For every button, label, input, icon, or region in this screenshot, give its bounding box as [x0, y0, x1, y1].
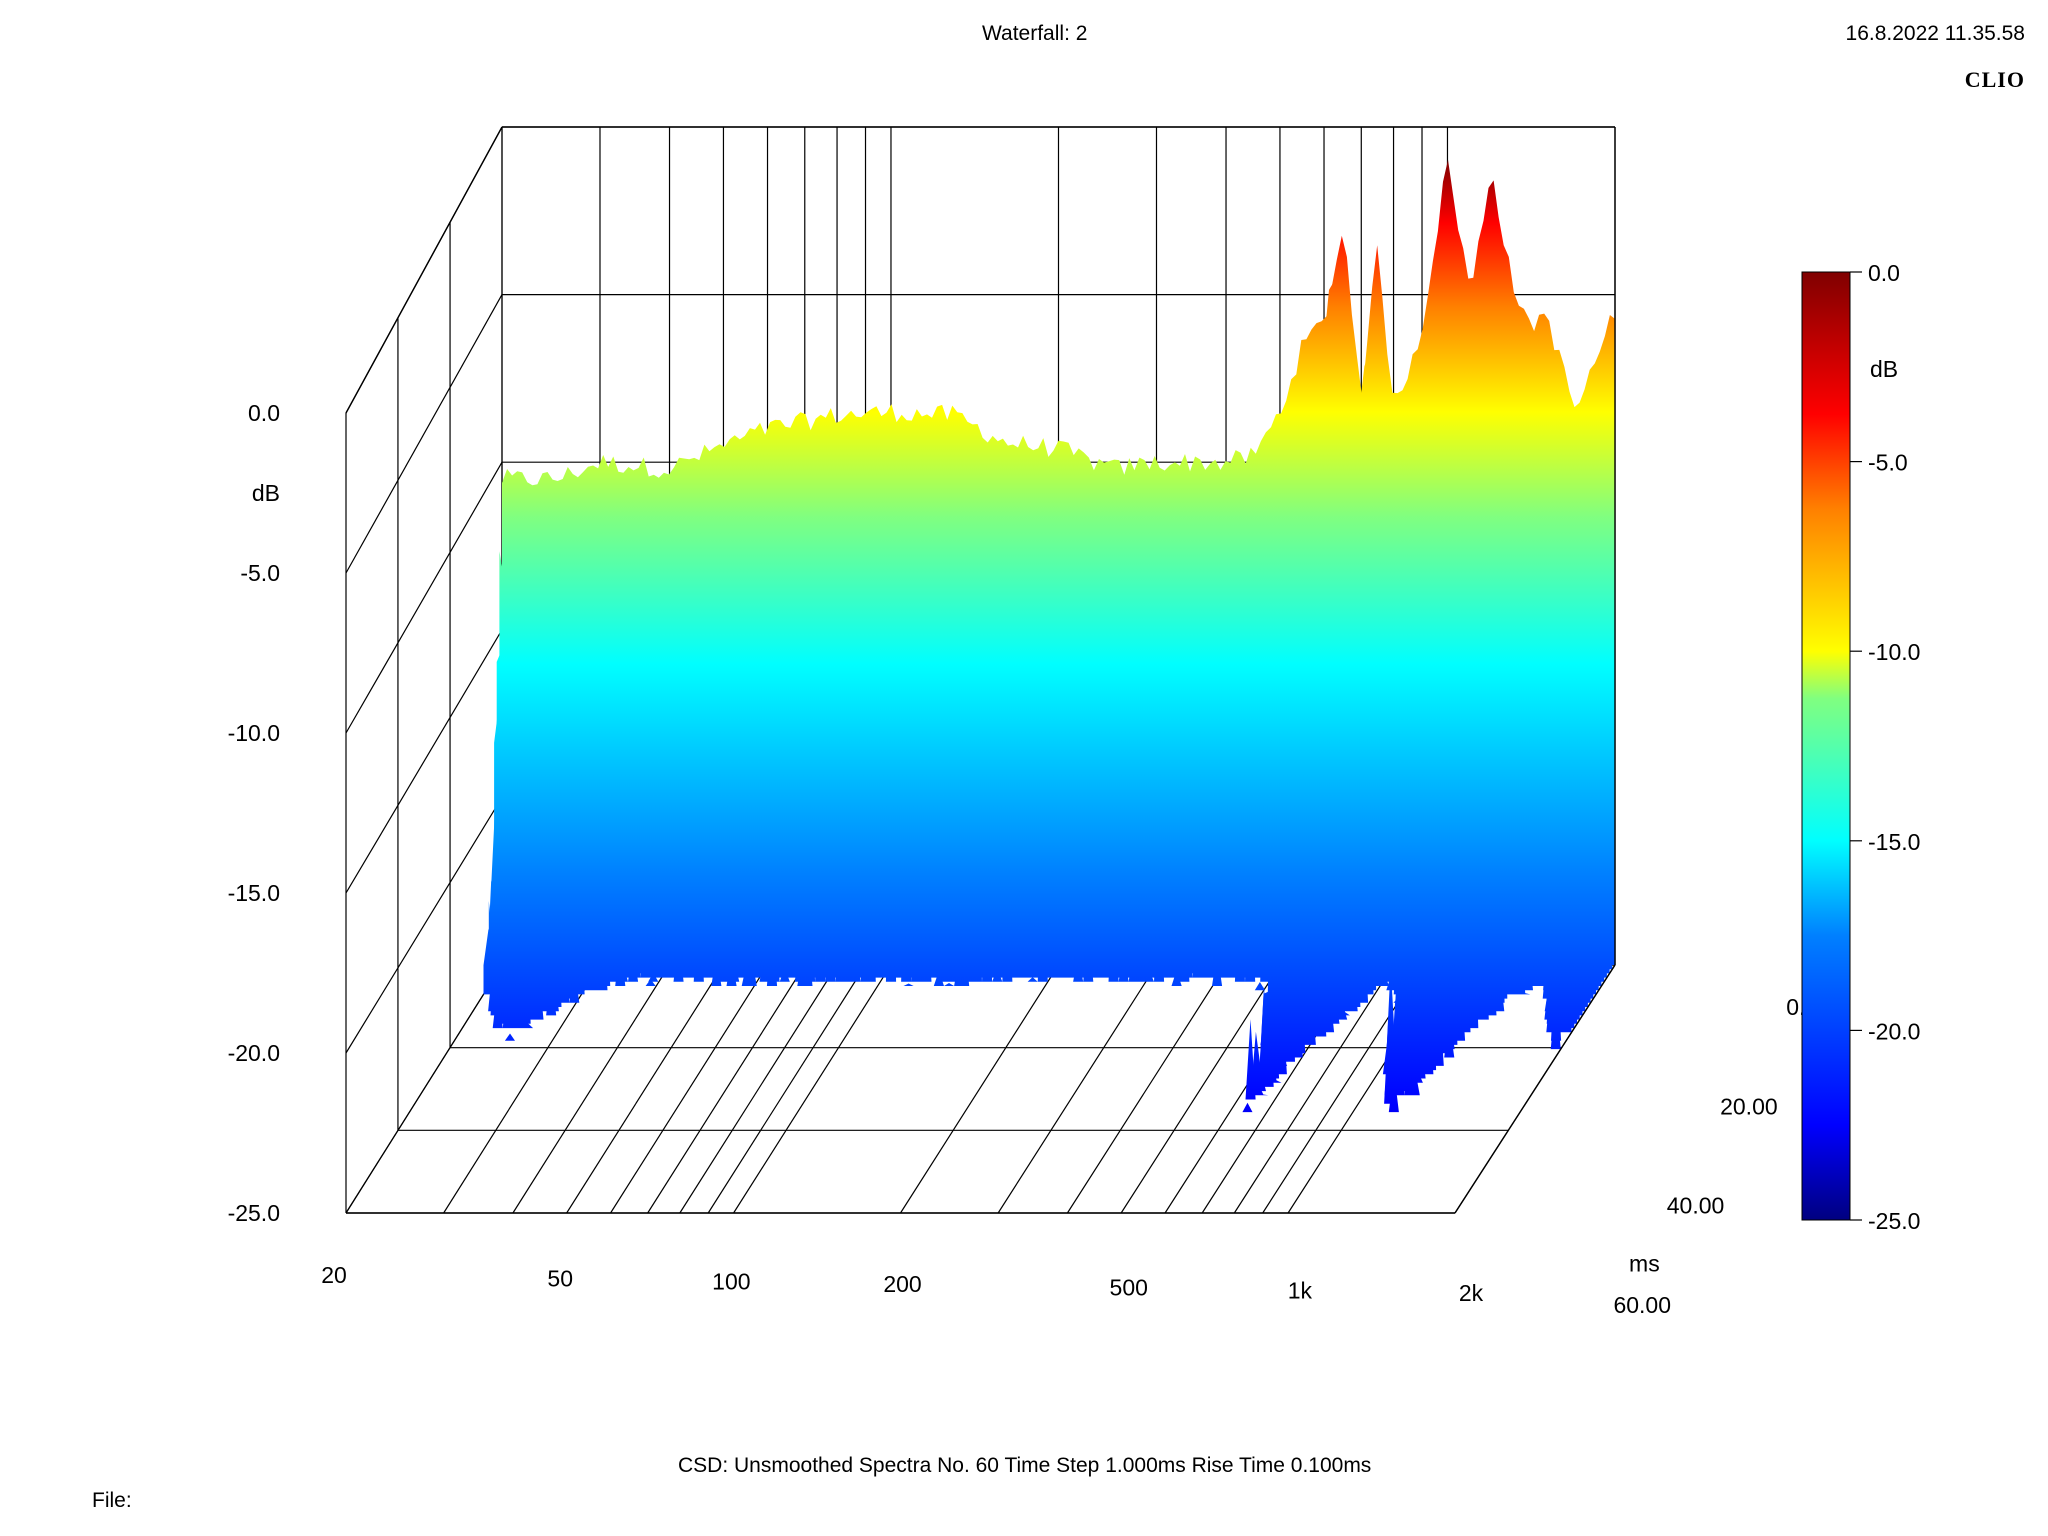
colorbar-label: dB	[1870, 356, 1898, 382]
z-axis-ticks: 0.0 -5.0 -10.0 -15.0 -20.0 -25.0 dB	[228, 400, 280, 1226]
spectrum-slice	[414, 1007, 1526, 1104]
grid-line-floor-f	[707, 964, 867, 1214]
y-tick-label: 60.00	[1613, 1292, 1671, 1318]
z-axis-label: dB	[252, 480, 280, 506]
z-tick-label: -5.0	[240, 560, 280, 586]
grid-line-side-h	[345, 461, 503, 734]
grid-line-floor-f	[899, 964, 1060, 1214]
spectrum-slice	[422, 951, 1534, 1092]
y-tick-label: 40.00	[1667, 1193, 1725, 1219]
file-label: File:	[92, 1489, 132, 1512]
frame-right-floor	[1454, 964, 1616, 1214]
footer-info: CSD: Unsmoothed Spectra No. 60 Time Step…	[678, 1454, 1372, 1477]
grid-line-side-h	[345, 294, 503, 574]
y-tick-label: 20.00	[1720, 1093, 1778, 1119]
x-axis-ticks: 20 50 100 200 500 1k 2k	[321, 1262, 1483, 1306]
grid-line-floor-f	[647, 964, 806, 1214]
brand-logo: CLIO	[1964, 67, 2025, 92]
y-axis-label: ms	[1629, 1251, 1660, 1277]
x-tick-label: 2k	[1459, 1280, 1484, 1306]
plot-frame	[345, 126, 1616, 1214]
grid-line-floor-f	[566, 964, 724, 1214]
grid-line-side-h	[345, 629, 503, 894]
timestamp: 16.8.2022 11.35.58	[1845, 22, 2025, 45]
x-tick-label: 500	[1110, 1275, 1148, 1301]
z-tick-label: 0.0	[248, 400, 280, 426]
colorbar-tick-label: -5.0	[1868, 450, 1908, 476]
grid-line-floor-f	[610, 964, 769, 1214]
colorbar: 0.0 -5.0 -10.0 -15.0 -20.0 -25.0 dB	[1801, 260, 1920, 1234]
colorbar-tick-label: -10.0	[1868, 639, 1920, 665]
x-tick-label: 20	[321, 1262, 347, 1288]
grid-line-floor-f	[679, 964, 838, 1214]
grid-line-floor-f	[1233, 964, 1395, 1214]
z-tick-label: -10.0	[228, 720, 280, 746]
z-tick-label: -20.0	[228, 1040, 280, 1066]
grid-line-floor-f	[1120, 964, 1281, 1214]
spectrum-slice	[446, 701, 1559, 1054]
colorbar-tick-label: 0.0	[1868, 260, 1900, 286]
chart-title: Waterfall: 2	[982, 22, 1088, 45]
spectrum-slice	[417, 1019, 1529, 1100]
z-tick-label: -15.0	[228, 880, 280, 906]
grid-line-floor-f	[1066, 964, 1227, 1214]
colorbar-tick-label: -25.0	[1868, 1208, 1920, 1234]
spectrum-slice	[420, 987, 1531, 1096]
spectrum-slice	[409, 1070, 1521, 1113]
z-tick-label: -25.0	[228, 1200, 280, 1226]
colorbar-scale	[1801, 271, 1851, 1221]
colorbar-tick-label: -20.0	[1868, 1018, 1920, 1044]
grid-line-floor-f	[997, 964, 1158, 1214]
frame-left-top	[345, 126, 503, 414]
colorbar-tick-label: -15.0	[1868, 829, 1920, 855]
x-tick-label: 50	[547, 1266, 573, 1292]
grid-line-floor-f	[512, 964, 671, 1214]
grid-line-floor-f	[733, 964, 892, 1214]
waterfall-surface	[409, 159, 1615, 1113]
x-tick-label: 200	[883, 1271, 921, 1297]
grid-line-floor-f	[443, 964, 601, 1214]
grid-line-floor-f	[345, 964, 503, 1214]
x-tick-label: 100	[712, 1268, 750, 1294]
x-tick-label: 1k	[1288, 1277, 1313, 1303]
grid-line-side-h	[345, 797, 503, 1054]
